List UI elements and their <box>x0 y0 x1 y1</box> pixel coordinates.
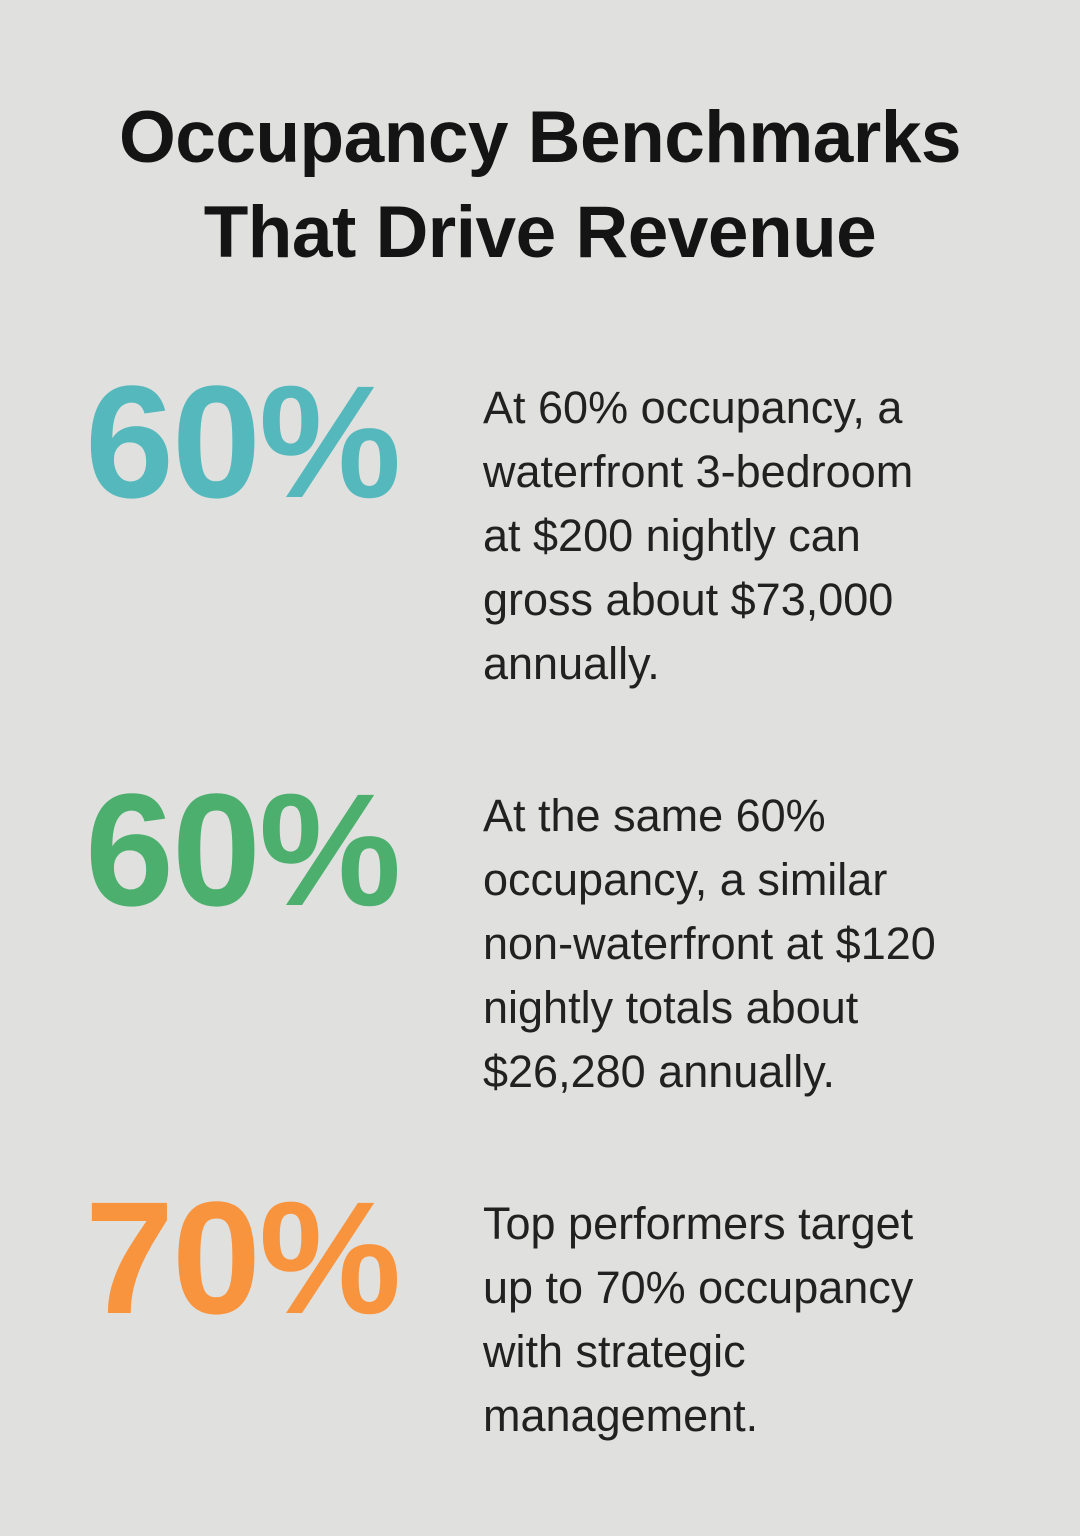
stat-value-waterfront-occupancy: 60% <box>85 352 401 531</box>
stats-list: 60% At 60% occupancy, a waterfront 3-bed… <box>0 352 1080 1448</box>
stat-description-top-performer-occupancy: Top performers target up to 70% occupanc… <box>483 1198 914 1441</box>
stat-description-nonwaterfront-occupancy: At the same 60% occupancy, a similar non… <box>483 790 936 1097</box>
page-title: Occupancy Benchmarks That Drive Revenue <box>118 97 962 273</box>
stat-row: 60% At 60% occupancy, a waterfront 3-bed… <box>0 352 1080 696</box>
stat-value-top-performer-occupancy: 70% <box>85 1168 401 1347</box>
stat-value-nonwaterfront-occupancy: 60% <box>85 760 401 939</box>
stat-description-waterfront-occupancy: At 60% occupancy, a waterfront 3-bedroom… <box>483 382 914 689</box>
infographic-page: Occupancy Benchmarks That Drive Revenue … <box>0 90 1080 1536</box>
stat-row: 70% Top performers target up to 70% occu… <box>0 1168 1080 1448</box>
stat-row: 60% At the same 60% occupancy, a similar… <box>0 760 1080 1104</box>
